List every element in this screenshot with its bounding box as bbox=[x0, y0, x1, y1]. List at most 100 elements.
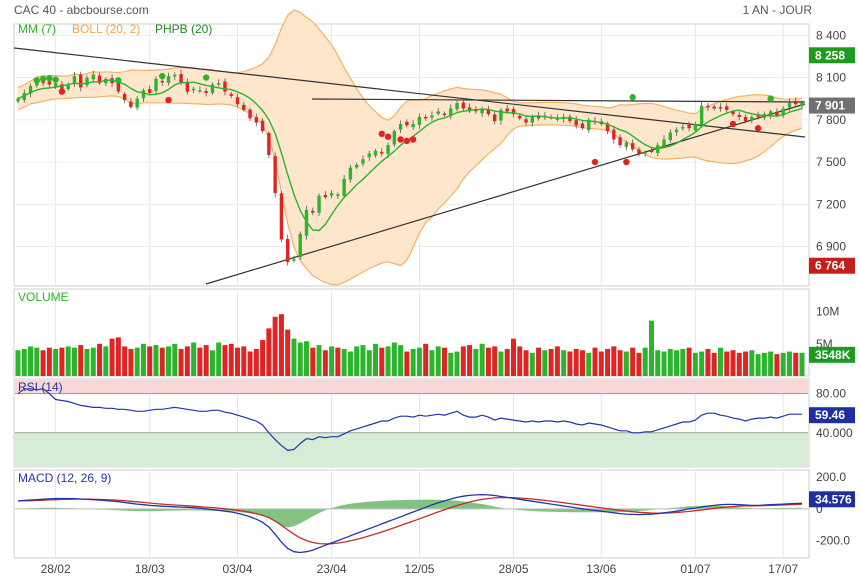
volume-bar bbox=[203, 345, 209, 376]
rsi-indicator bbox=[15, 380, 808, 466]
volume-bar bbox=[347, 351, 353, 376]
x-tick-label: 12/05 bbox=[404, 562, 434, 576]
legend-boll: BOLL (20, 2) bbox=[72, 22, 140, 36]
candle-body bbox=[28, 85, 33, 94]
candle-body bbox=[430, 115, 434, 118]
volume-bars bbox=[15, 314, 805, 376]
volume-bar bbox=[460, 346, 466, 376]
volume-bar bbox=[661, 351, 667, 376]
price-badge-bg bbox=[809, 47, 855, 64]
candle-body bbox=[442, 113, 447, 116]
candle-body bbox=[725, 106, 729, 110]
volume-bar bbox=[172, 343, 178, 376]
volume-bar bbox=[184, 346, 190, 376]
volume-bar bbox=[717, 347, 723, 376]
volume-bar bbox=[479, 343, 485, 376]
candle-body bbox=[574, 120, 578, 126]
candle-body bbox=[605, 123, 610, 132]
candle-body bbox=[85, 77, 89, 86]
rsi-tick-label: 80.00 bbox=[816, 387, 846, 401]
volume-bar bbox=[743, 351, 749, 376]
volume-bar bbox=[159, 347, 165, 376]
candle-body bbox=[624, 142, 629, 147]
volume-bar bbox=[272, 316, 278, 376]
signal-dot-down bbox=[58, 88, 66, 95]
candle-body bbox=[411, 124, 415, 128]
period-label[interactable]: 1 AN - JOUR bbox=[742, 3, 812, 17]
volume-bar bbox=[510, 338, 516, 376]
volume-bar bbox=[410, 348, 416, 376]
candle-body bbox=[662, 139, 666, 147]
signal-dot-up bbox=[33, 77, 41, 84]
volume-bar bbox=[630, 347, 636, 376]
volume-bar bbox=[115, 337, 121, 376]
volume-bar bbox=[467, 345, 473, 376]
candle-body bbox=[16, 98, 20, 102]
candle-body bbox=[380, 151, 384, 154]
signal-dot-up bbox=[159, 72, 166, 80]
candle-body bbox=[210, 84, 215, 94]
candle-body bbox=[712, 106, 716, 109]
volume-bar bbox=[398, 345, 404, 376]
volume-bar bbox=[247, 351, 253, 376]
candle-body bbox=[781, 108, 785, 116]
volume-bar bbox=[140, 343, 146, 376]
candle-body bbox=[204, 91, 208, 94]
candle-body bbox=[492, 114, 497, 122]
volume-bar bbox=[373, 343, 379, 376]
candle-body bbox=[336, 194, 340, 196]
signal-dot-up bbox=[39, 75, 47, 83]
signal-dot-down bbox=[591, 158, 599, 166]
candle-body bbox=[79, 74, 83, 88]
volume-bar bbox=[667, 348, 673, 376]
volume-bar bbox=[266, 328, 272, 376]
signal-dot-down bbox=[378, 130, 385, 138]
signal-dot-down bbox=[623, 158, 630, 166]
rsi-line bbox=[17, 388, 802, 452]
rsi-badge: 59.46 bbox=[815, 408, 845, 422]
candle-body bbox=[254, 117, 259, 123]
rsi-tick-label: 40.000 bbox=[816, 426, 853, 440]
candle-body bbox=[122, 93, 127, 101]
candle-body bbox=[329, 193, 334, 196]
candle-body bbox=[743, 116, 748, 122]
volume-bar bbox=[567, 351, 573, 376]
rsi-oversold-zone bbox=[15, 432, 808, 466]
mm7-line bbox=[17, 79, 803, 232]
candle-body bbox=[292, 259, 296, 261]
price-badge-bg bbox=[809, 97, 855, 114]
volume-bar bbox=[28, 346, 34, 376]
candle-body bbox=[191, 88, 196, 91]
signal-dot-down bbox=[397, 136, 404, 143]
chart-source-title: CAC 40 - abcbourse.com bbox=[14, 3, 149, 17]
candle-body bbox=[681, 126, 685, 129]
volume-bar bbox=[191, 342, 197, 376]
signal-dot-up bbox=[52, 76, 59, 83]
price-badge: 8 258 bbox=[815, 48, 845, 62]
volume-bar bbox=[705, 348, 711, 376]
candle-body bbox=[455, 102, 459, 110]
moving-average bbox=[17, 79, 803, 232]
candle-body bbox=[53, 83, 58, 87]
volume-bar bbox=[523, 350, 529, 376]
volume-bar bbox=[241, 346, 247, 376]
candle-body bbox=[436, 111, 440, 114]
volume-bar bbox=[235, 347, 241, 376]
volume-bar bbox=[485, 347, 491, 376]
signal-dot-down bbox=[729, 120, 737, 128]
rsi-overbought-zone bbox=[15, 380, 808, 394]
candle-body bbox=[323, 195, 328, 198]
volume-bar bbox=[416, 347, 422, 376]
volume-bar bbox=[711, 352, 717, 376]
volume-bar bbox=[686, 347, 692, 376]
candle-body bbox=[367, 153, 371, 158]
candle-body bbox=[248, 109, 252, 119]
volume-bar bbox=[84, 348, 90, 376]
volume-bar bbox=[59, 347, 65, 376]
x-tick-label: 13/06 bbox=[586, 562, 616, 576]
signal-dot-down bbox=[409, 136, 417, 143]
x-tick-label: 17/07 bbox=[768, 562, 798, 576]
volume-bar bbox=[122, 346, 128, 376]
volume-bar bbox=[579, 350, 585, 376]
